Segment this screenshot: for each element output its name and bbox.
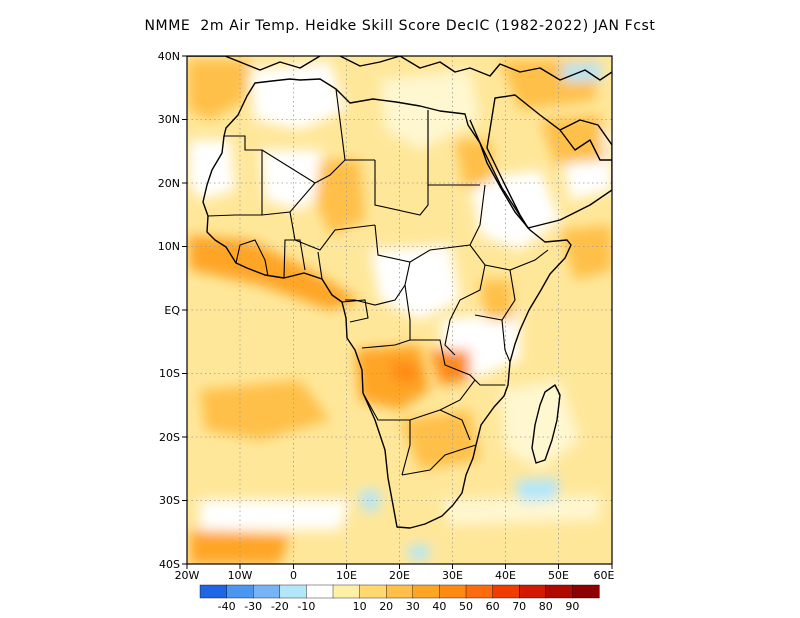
colorbar-swatch bbox=[412, 584, 440, 599]
colorbar-swatch bbox=[492, 584, 520, 599]
lat-label: 20S bbox=[159, 431, 180, 444]
lat-label: 10N bbox=[158, 240, 180, 253]
colorbar-label: -30 bbox=[244, 600, 262, 613]
colorbar-label: 80 bbox=[539, 600, 553, 613]
europe-coastline bbox=[187, 56, 612, 81]
lon-ticks bbox=[186, 564, 613, 569]
map-title: NMME 2m Air Temp. Heidke Skill Score Dec… bbox=[144, 18, 656, 34]
colorbar-swatch bbox=[386, 584, 414, 599]
lon-label: 20E bbox=[389, 569, 410, 582]
lon-label: 0 bbox=[290, 569, 297, 582]
colorbar-swatch bbox=[519, 584, 547, 599]
colorbar-label: 40 bbox=[432, 600, 446, 613]
coastlines bbox=[187, 56, 612, 529]
lon-labels: 20W 10W 0 10E 20E 30E 40E 50E 60E bbox=[175, 569, 615, 582]
lat-label: 10S bbox=[159, 367, 180, 380]
lat-label: 40S bbox=[159, 558, 180, 571]
lon-label: 60E bbox=[594, 569, 615, 582]
colorbar-swatch bbox=[545, 584, 573, 599]
colorbar-label: -10 bbox=[297, 600, 315, 613]
colorbar-swatch bbox=[439, 584, 467, 599]
map-gridlines bbox=[187, 56, 612, 564]
colorbar-label: 60 bbox=[486, 600, 500, 613]
colorbar-swatch bbox=[306, 584, 334, 599]
country-borders bbox=[207, 88, 549, 476]
colorbar-label: 30 bbox=[406, 600, 420, 613]
madagascar-coastline bbox=[531, 384, 561, 464]
lat-ticks bbox=[182, 55, 187, 565]
colorbar-label: 10 bbox=[353, 600, 367, 613]
lat-label: EQ bbox=[164, 304, 180, 317]
colorbar-swatch bbox=[279, 584, 307, 599]
lat-label: 40N bbox=[158, 50, 180, 63]
lon-label: 20W bbox=[175, 569, 200, 582]
colorbar bbox=[199, 584, 600, 599]
lon-label: 50E bbox=[548, 569, 569, 582]
africa-coastline bbox=[202, 78, 572, 529]
lat-label: 30S bbox=[159, 494, 180, 507]
lat-label: 30N bbox=[158, 113, 180, 126]
colorbar-swatch bbox=[359, 584, 387, 599]
lat-label: 20N bbox=[158, 177, 180, 190]
lon-label: 30E bbox=[442, 569, 463, 582]
lat-labels: 40N 30N 20N 10N EQ 10S 20S 30S 40S bbox=[158, 50, 181, 571]
colorbar-label: -40 bbox=[218, 600, 236, 613]
colorbar-labels: -40 -30 -20 -10 10 20 30 40 50 60 70 80 90 bbox=[218, 600, 580, 613]
red-sea-coast bbox=[469, 119, 529, 229]
lon-label: 10W bbox=[228, 569, 253, 582]
colorbar-swatch bbox=[199, 584, 228, 599]
lon-label: 10E bbox=[336, 569, 357, 582]
colorbar-label: -20 bbox=[271, 600, 289, 613]
persian-gulf-coast bbox=[559, 129, 612, 161]
colorbar-label: 70 bbox=[512, 600, 526, 613]
colorbar-swatch bbox=[332, 584, 361, 599]
lon-label: 40E bbox=[495, 569, 516, 582]
colorbar-label: 90 bbox=[565, 600, 579, 613]
colorbar-swatch bbox=[572, 584, 600, 599]
colorbar-swatch bbox=[226, 584, 254, 599]
colorbar-swatch bbox=[465, 584, 494, 599]
colorbar-label: 50 bbox=[459, 600, 473, 613]
colorbar-label: 20 bbox=[379, 600, 393, 613]
colorbar-swatch bbox=[252, 584, 281, 599]
